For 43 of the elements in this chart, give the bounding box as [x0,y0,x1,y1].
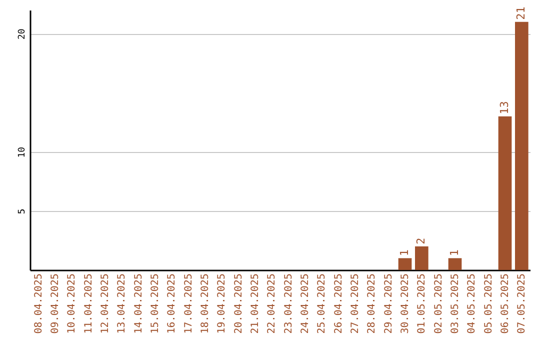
x-tick-label: 02.05.2025 [433,274,444,334]
data-label: 1 [448,250,461,256]
x-tick-label: 01.05.2025 [416,274,428,334]
bar [498,116,512,270]
x-tick-label: 14.04.2025 [133,274,144,334]
data-label: 1 [398,250,411,256]
x-tick-label: 26.04.2025 [333,274,344,334]
x-tick-label: 18.04.2025 [200,274,211,334]
x-tick-label: 15.04.2025 [150,274,161,334]
x-tick-label: 24.04.2025 [300,274,311,334]
x-tick-label: 07.05.2025 [516,274,528,334]
y-tick-label: 10 [18,146,28,158]
x-tick-label: 20.04.2025 [233,274,244,334]
x-tick-label: 28.04.2025 [366,274,378,334]
bar [415,246,428,270]
x-tick-label: 30.04.2025 [400,274,411,334]
x-tick-label: 11.04.2025 [83,274,94,334]
data-label: 2 [414,238,428,244]
x-tick-label: 22.04.2025 [266,274,278,334]
x-tick-label: 10.04.2025 [66,274,78,334]
x-tick-label: 23.04.2025 [283,274,294,334]
y-tick-label: 5 [18,208,28,214]
x-tick-label: 16.04.2025 [166,274,178,334]
y-tick-label: 20 [18,28,28,40]
data-label: 21 [514,6,528,20]
x-tick-label: 03.05.2025 [450,274,461,334]
x-tick-label: 13.04.2025 [116,274,128,334]
x-tick-label: 09.04.2025 [50,274,61,334]
data-label: 13 [498,101,511,114]
x-tick-label: 21.04.2025 [250,274,261,334]
x-tick-label: 17.04.2025 [183,274,194,334]
x-tick-label: 08.04.2025 [33,274,44,334]
x-tick-label: 04.05.2025 [466,274,478,334]
x-tick-label: 06.05.2025 [500,274,511,334]
bar [398,258,412,270]
x-tick-label: 27.04.2025 [350,274,361,334]
x-tick-label: 05.05.2025 [483,274,494,334]
x-tick-label: 29.04.2025 [383,274,394,334]
bar [515,22,528,270]
x-tick-label: 25.04.2025 [316,274,328,334]
x-tick-label: 12.04.2025 [100,274,111,334]
bar [448,258,462,270]
x-tick-label: 19.04.2025 [216,274,228,334]
